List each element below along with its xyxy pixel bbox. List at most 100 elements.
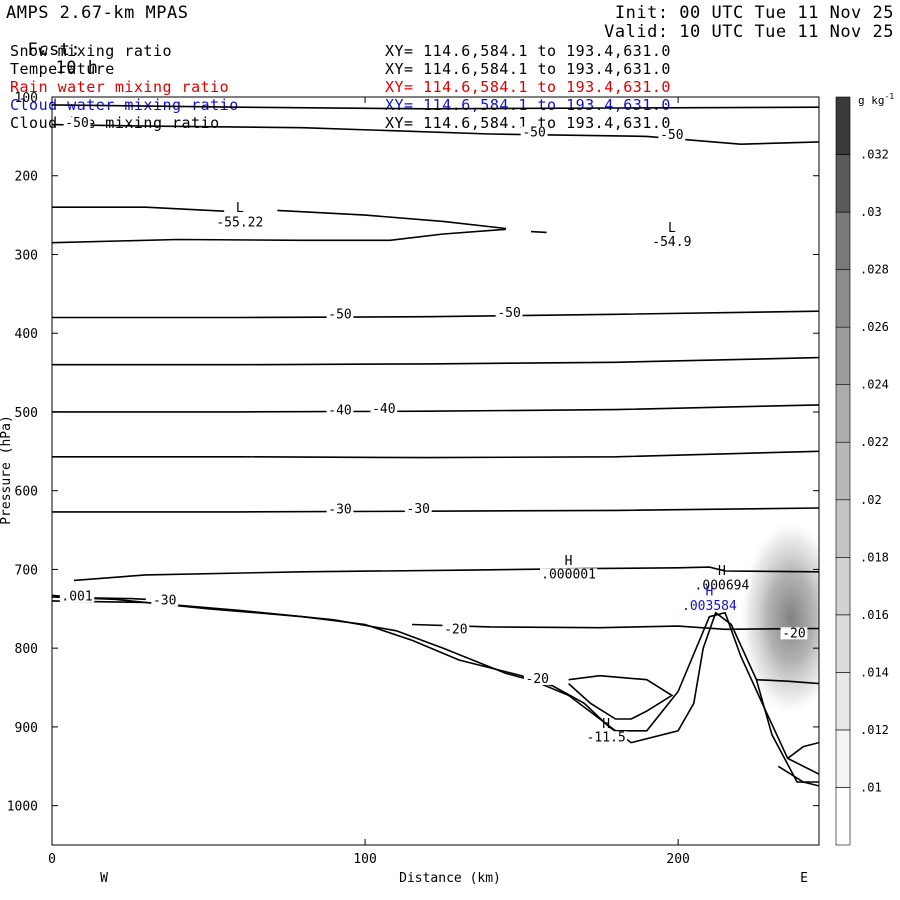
x-axis-label: Distance (km) <box>399 871 501 886</box>
contour-label: .000694 <box>695 578 750 593</box>
contour-label-bg <box>59 590 95 603</box>
contour-label: -20 <box>526 672 549 687</box>
colorbar-swatch <box>835 729 851 788</box>
contour-line <box>530 230 547 234</box>
contour-label-bg <box>215 216 265 229</box>
contour-label-bg <box>326 404 354 417</box>
contour-line <box>52 206 225 212</box>
contour-line <box>756 678 819 685</box>
field-name: Snow mixing ratio <box>10 42 173 60</box>
colorbar-tick-label: .01 <box>860 780 882 794</box>
contour-line <box>52 228 506 244</box>
y-axis-label: Pressure (hPa) <box>0 415 14 525</box>
contour-line <box>52 404 819 413</box>
contour-label: -55.22 <box>216 215 263 230</box>
contour-line <box>777 765 819 787</box>
contour-label-bg <box>693 579 751 592</box>
contour-label: .001 <box>61 589 92 604</box>
x-tick-label: 100 <box>353 852 376 867</box>
colorbar-swatch <box>835 326 851 385</box>
contour-label-bg <box>523 673 551 686</box>
colorbar-swatch <box>835 384 851 443</box>
contour-label: -20 <box>444 622 467 637</box>
colorbar-swatch <box>835 787 851 846</box>
colorbar-tick-label: .016 <box>860 608 889 622</box>
field-name: Cloud water mixing ratio <box>10 96 239 114</box>
contour-label: -30 <box>328 503 351 518</box>
contour-label-bg <box>495 306 523 319</box>
contour-label-bg <box>650 236 693 249</box>
colorbar-swatch <box>835 269 851 328</box>
y-tick-label: 100 <box>15 91 38 106</box>
contour-line <box>52 123 819 146</box>
contour-label: H <box>602 717 610 732</box>
contour-label: -50 <box>522 126 545 141</box>
colorbar-tick-label: .012 <box>860 723 889 737</box>
contour-line <box>52 507 819 513</box>
contour-label-bg <box>780 627 808 640</box>
contour-line <box>787 741 819 760</box>
colorbar-tick-label: .028 <box>860 263 889 277</box>
field-name: Temperature <box>10 60 115 78</box>
contour-label-bg <box>585 731 628 744</box>
colorbar-unit: g kg-1 <box>858 92 894 107</box>
field-domain: XY= 114.6,584.1 to 193.4,631.0 <box>385 42 671 60</box>
contour-line <box>52 596 819 775</box>
forecast-value: 10 h <box>55 58 99 78</box>
colorbar-tick-label: .02 <box>860 493 882 507</box>
contour-label: -40 <box>372 402 395 417</box>
model-title: AMPS 2.67-km MPAS <box>6 3 189 23</box>
contour-line <box>568 674 674 720</box>
colorbar-tick-label: .026 <box>860 320 889 334</box>
mixing-ratio-shading <box>738 518 819 719</box>
y-tick-label: 900 <box>15 721 38 736</box>
contour-label: L <box>668 221 676 236</box>
contour-label: -54.9 <box>652 235 691 250</box>
colorbar-swatch <box>835 557 851 616</box>
colorbar-tick-label: .014 <box>860 665 889 679</box>
contour-label-bg <box>63 117 91 130</box>
contour-line <box>52 450 819 459</box>
field-domain: XY= 114.6,584.1 to 193.4,631.0 <box>385 60 671 78</box>
x-tick-label: 0 <box>48 852 56 867</box>
contour-label-bg <box>539 568 598 581</box>
west-label: W <box>100 871 108 886</box>
y-tick-label: 200 <box>15 170 38 185</box>
contour-label-bg <box>326 503 354 516</box>
colorbar-swatch <box>835 672 851 731</box>
contour-label: H <box>565 554 573 569</box>
contour-label: -50 <box>328 307 351 322</box>
colorbar-tick-label: .032 <box>860 148 889 162</box>
contour-label-bg <box>442 623 470 636</box>
contour-label: .000001 <box>541 567 596 582</box>
forecast-label: Fcst: 10 h <box>6 23 98 77</box>
colorbar-unit-exp: -1 <box>885 92 895 101</box>
east-label: E <box>800 871 808 886</box>
contour-label: -50 <box>660 128 683 143</box>
contour-label: -50 <box>65 116 88 131</box>
y-tick-label: 300 <box>15 248 38 263</box>
contour-label-bg <box>370 402 398 415</box>
contour-label: -20 <box>782 626 805 641</box>
y-tick-label: 1000 <box>7 800 38 815</box>
y-tick-label: 800 <box>15 642 38 657</box>
field-name: Rain water mixing ratio <box>10 78 230 96</box>
contour-label: H <box>706 585 714 600</box>
forecast-label-text: Fcst: <box>27 40 82 60</box>
contour-label-bg <box>326 308 354 321</box>
colorbar-tick-label: .03 <box>860 205 882 219</box>
contour-label: .003584 <box>682 599 737 614</box>
contour-label-bg <box>151 594 179 607</box>
contour-line <box>52 356 819 366</box>
contour-label: -30 <box>153 593 176 608</box>
contour-label: -11.5 <box>587 730 626 745</box>
y-tick-label: 700 <box>15 563 38 578</box>
contour-label-bg <box>680 599 739 612</box>
contour-label-bg <box>520 126 548 139</box>
valid-time: Valid: 10 UTC Tue 11 Nov 25 <box>604 22 894 42</box>
contour-label: L <box>236 201 244 216</box>
colorbar-tick-label: .018 <box>860 550 889 564</box>
colorbar-tick-label: .024 <box>860 378 889 392</box>
contour-line <box>52 310 819 319</box>
